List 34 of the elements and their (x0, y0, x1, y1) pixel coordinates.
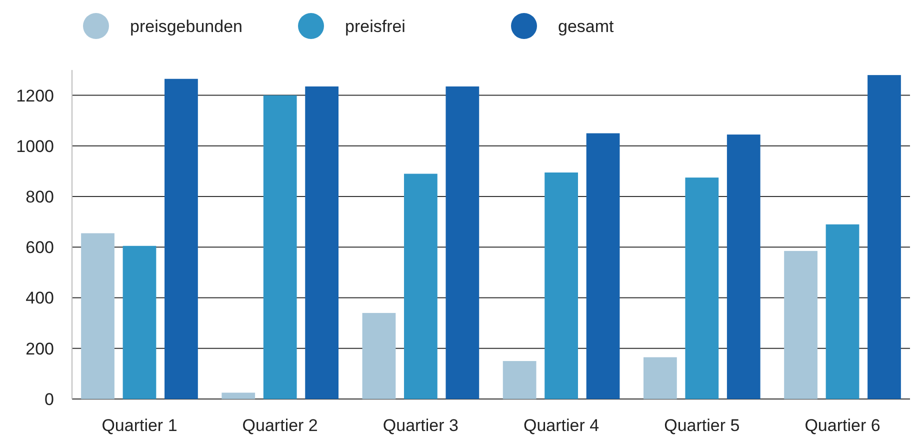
bar (586, 133, 620, 399)
y-tick-label: 1200 (16, 86, 54, 106)
bar (868, 75, 901, 399)
bar (784, 250, 818, 399)
y-tick-label: 800 (26, 187, 54, 206)
legend-label: gesamt (558, 16, 614, 36)
bar (544, 172, 578, 399)
legend-label: preisfrei (345, 16, 406, 36)
x-tick-label: Quartier 1 (102, 416, 178, 435)
x-tick-label: Quartier 4 (524, 416, 600, 435)
y-tick-label: 400 (26, 288, 54, 308)
bar (81, 233, 114, 399)
y-tick-label: 200 (26, 339, 54, 358)
bar (726, 134, 760, 399)
y-tick-label: 1000 (16, 136, 54, 156)
bar (263, 95, 297, 399)
bar (446, 86, 480, 399)
bar (222, 392, 256, 399)
y-tick-label: 600 (26, 238, 54, 258)
bar (305, 86, 339, 399)
x-tick-label: Quartier 3 (382, 416, 458, 435)
bar (122, 246, 156, 399)
bar (362, 312, 396, 399)
x-tick-label: Quartier 6 (804, 416, 880, 435)
x-tick-label: Quartier 2 (242, 416, 318, 435)
y-tick-label: 0 (44, 390, 54, 409)
legend-label: preisgebunden (130, 16, 242, 36)
bar (502, 361, 536, 399)
x-tick-label: Quartier 5 (664, 416, 740, 435)
bar (404, 174, 438, 399)
bar (643, 357, 677, 399)
bar (826, 224, 860, 399)
bar (164, 78, 198, 399)
bar (685, 178, 719, 399)
